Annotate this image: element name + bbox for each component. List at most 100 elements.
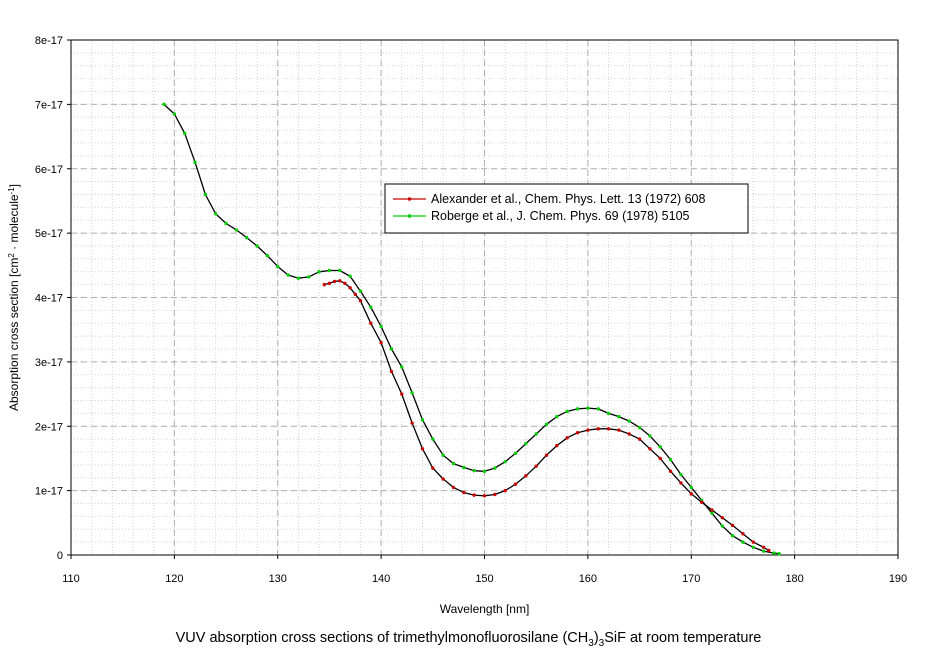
series-0-point — [482, 494, 487, 498]
y-tick-label: 0 — [57, 550, 63, 562]
series-1-point — [503, 459, 507, 464]
series-1-point — [741, 540, 745, 544]
series-1-point — [348, 274, 352, 278]
series-0-point — [462, 490, 466, 495]
series-1-point — [389, 347, 394, 351]
y-axis-label-part: · molecule — [7, 194, 21, 253]
series-0-point — [596, 427, 600, 431]
x-tick-label: 160 — [579, 573, 597, 585]
series-0-point — [617, 428, 621, 432]
series-1-point — [214, 212, 218, 216]
series-0-point — [389, 369, 394, 374]
series-1-point — [637, 425, 642, 430]
x-tick-label: 150 — [475, 573, 493, 585]
series-1-point — [307, 275, 311, 279]
series-1-point — [555, 414, 559, 419]
series-0-point — [767, 548, 771, 553]
y-tick-label: 1e-17 — [35, 486, 63, 498]
series-0-point — [720, 515, 724, 520]
x-axis: 110 120 130 140 150 160 170 180 190 — [62, 555, 907, 585]
series-1-point — [524, 441, 528, 446]
series-0-point — [606, 427, 611, 431]
series-0-point — [369, 321, 373, 325]
legend-marker-alexander — [407, 197, 412, 201]
y-tick-label: 4e-17 — [35, 293, 63, 305]
series-1-point — [234, 228, 239, 232]
y-tick-label: 5e-17 — [35, 228, 63, 240]
caption-text: SiF at room temperature — [604, 630, 762, 646]
series-0-point — [627, 432, 631, 436]
series-1-point — [627, 419, 631, 423]
series-1-point — [730, 533, 735, 538]
series-1-point — [596, 407, 600, 411]
series-0-point — [420, 447, 425, 451]
series-1-point — [451, 461, 456, 466]
series-1-point — [327, 268, 332, 273]
series-1-point — [400, 365, 404, 369]
series-0-point — [400, 392, 404, 396]
series-1-point — [286, 273, 290, 277]
series-0-point — [503, 488, 507, 493]
series-1-point — [668, 458, 673, 462]
series-0-point — [637, 437, 642, 441]
series-0-point — [761, 545, 766, 549]
series-0-point — [699, 500, 704, 504]
x-tick-label: 180 — [785, 573, 803, 585]
series-0-point — [730, 523, 735, 528]
caption-text: VUV absorption cross sections of trimeth… — [175, 630, 589, 646]
series-1-point — [648, 434, 652, 438]
series-1-point — [493, 466, 497, 470]
x-tick-label: 130 — [269, 573, 287, 585]
x-tick-label: 140 — [372, 573, 390, 585]
series-1-point — [193, 160, 197, 165]
series-1-point — [379, 324, 383, 329]
series-0-point — [741, 532, 745, 536]
series-1-point — [761, 549, 766, 553]
series-0-point — [472, 493, 476, 497]
series-1-point — [710, 511, 714, 515]
figure-caption: VUV absorption cross sections of trimeth… — [0, 630, 937, 649]
series-1-point — [410, 391, 414, 395]
series-1-point — [575, 407, 580, 411]
series-1-point — [183, 131, 187, 136]
series-1-point — [565, 409, 569, 414]
series-0-point — [327, 281, 332, 286]
x-tick-label: 110 — [62, 573, 80, 585]
series-1-point — [317, 270, 321, 274]
series-1-point — [544, 422, 549, 427]
series-0-point — [555, 443, 559, 448]
series-layer — [162, 102, 781, 556]
y-tick-label: 6e-17 — [35, 164, 63, 176]
series-0-point — [679, 481, 683, 485]
series-0-point — [353, 292, 357, 296]
x-tick-label: 120 — [165, 573, 183, 585]
series-1-point — [679, 472, 683, 477]
series-1-point — [265, 253, 270, 258]
series-0-point — [410, 421, 414, 425]
series-0-point — [751, 540, 755, 544]
y-axis-label: Absorption cross section [cm2 · molecule… — [7, 184, 21, 411]
series-0-point — [431, 466, 435, 470]
y-axis-label-sup: 2 — [7, 253, 16, 258]
series-0-point — [338, 279, 342, 283]
series-1-point — [606, 411, 611, 416]
y-tick-label: 3e-17 — [35, 357, 63, 369]
series-1-point — [338, 268, 342, 273]
series-1-point — [431, 437, 435, 441]
series-1-point — [296, 276, 301, 280]
series-1-point — [720, 524, 724, 528]
legend-marker-roberge — [407, 214, 412, 218]
series-0-point — [332, 279, 337, 284]
series-1-point — [472, 468, 476, 473]
series-0-point — [575, 430, 580, 435]
series-1-point — [276, 264, 280, 269]
y-axis-label-sup: -1 — [7, 187, 16, 195]
series-1-point — [658, 445, 662, 449]
y-tick-label: 7e-17 — [35, 99, 63, 111]
series-0-point — [343, 281, 347, 286]
y-axis-label-part: Absorption cross section [cm — [7, 258, 21, 411]
legend-entry-roberge: Roberge et al., J. Chem. Phys. 69 (1978)… — [431, 209, 690, 223]
series-1-point — [172, 112, 177, 116]
series-0-point — [358, 299, 363, 303]
series-0-point — [524, 474, 528, 478]
